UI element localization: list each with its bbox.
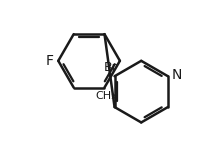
Text: F: F — [46, 54, 54, 68]
Text: CH₃: CH₃ — [96, 91, 116, 101]
Text: Br: Br — [104, 61, 117, 74]
Text: N: N — [171, 68, 182, 82]
